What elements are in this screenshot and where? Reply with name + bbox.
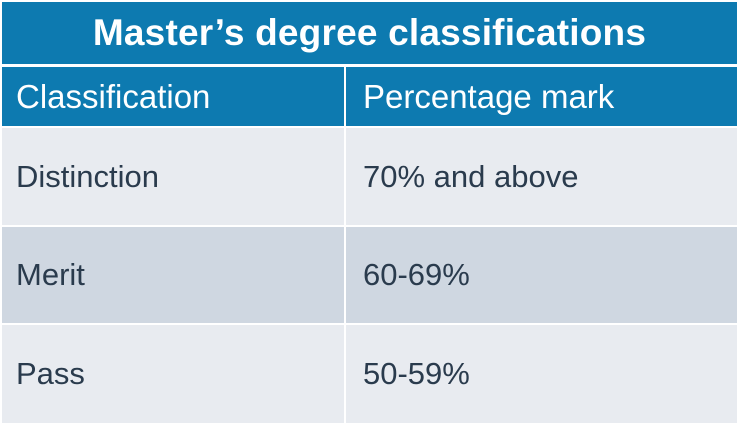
cell-classification: Distinction	[16, 158, 159, 194]
table-header-row: Classification Percentage mark	[2, 67, 737, 126]
column-divider	[344, 67, 346, 423]
cell-percentage-mark: 60-69%	[363, 257, 470, 292]
table-row: Pass 50-59%	[2, 325, 737, 423]
table-row: Merit 60-69%	[2, 227, 737, 323]
cell-percentage-mark: 50-59%	[363, 356, 470, 391]
header-classification: Classification	[16, 77, 211, 115]
cell-classification: Pass	[16, 356, 85, 391]
table-row: Distinction 70% and above	[2, 128, 737, 225]
header-percentage-mark: Percentage mark	[363, 77, 615, 115]
cell-classification: Merit	[16, 257, 85, 292]
table-title: Master’s degree classifications	[2, 2, 737, 64]
cell-percentage-mark: 70% and above	[363, 158, 579, 194]
